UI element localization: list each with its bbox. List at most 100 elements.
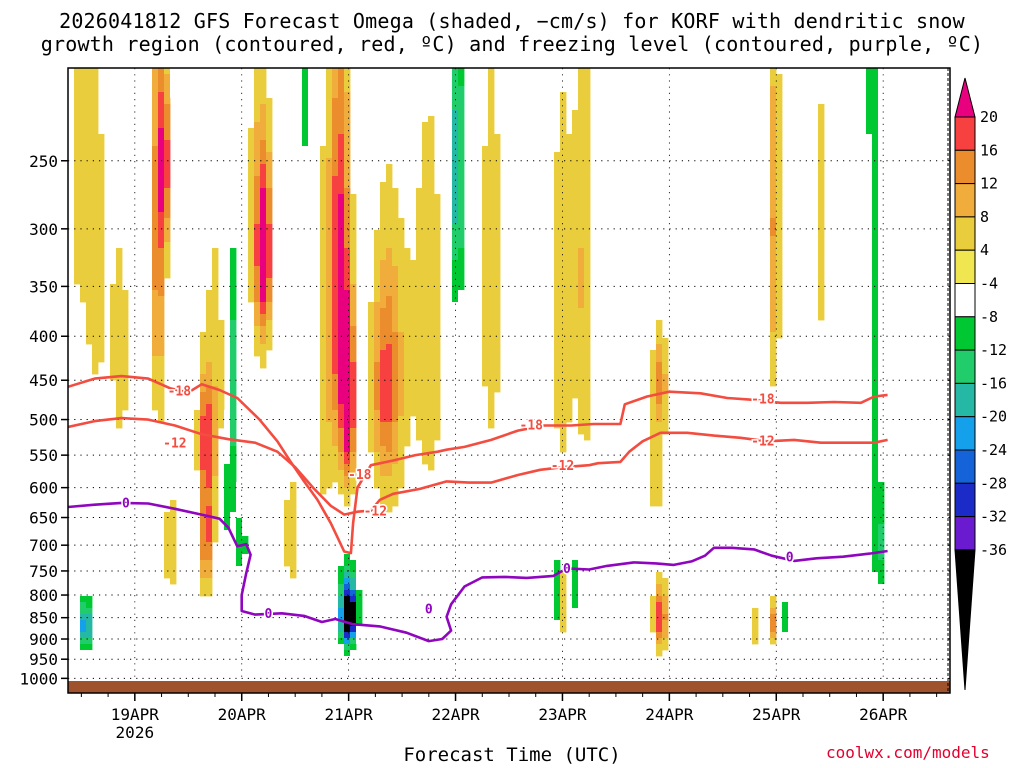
omega-cell xyxy=(584,134,591,141)
omega-cell xyxy=(584,320,591,327)
omega-cell xyxy=(344,260,351,267)
omega-cell xyxy=(668,134,675,141)
omega-cell xyxy=(266,272,273,279)
omega-cell xyxy=(164,140,171,147)
omega-cell xyxy=(98,176,105,183)
omega-cell xyxy=(302,182,309,189)
omega-cell xyxy=(386,200,393,207)
omega-cell xyxy=(560,314,567,321)
omega-cell xyxy=(260,224,267,231)
omega-cell xyxy=(230,374,237,381)
omega-cell xyxy=(212,350,219,357)
omega-cell xyxy=(584,380,591,387)
omega-cell xyxy=(770,380,777,387)
omega-cell xyxy=(554,356,561,363)
omega-cell xyxy=(560,290,567,297)
omega-cell xyxy=(692,80,699,87)
omega-cell xyxy=(584,74,591,81)
omega-cell xyxy=(164,170,171,177)
omega-cell xyxy=(302,152,309,159)
omega-cell xyxy=(368,392,375,399)
omega-cell xyxy=(872,494,879,501)
omega-cell xyxy=(872,110,879,117)
omega-cell xyxy=(530,230,537,237)
omega-cell xyxy=(248,146,255,153)
omega-cell xyxy=(482,266,489,273)
omega-cell xyxy=(290,518,297,525)
omega-cell xyxy=(302,320,309,327)
omega-cell xyxy=(344,440,351,447)
omega-cell xyxy=(428,284,435,291)
omega-cell xyxy=(758,536,765,543)
omega-cell xyxy=(236,566,243,573)
omega-cell xyxy=(578,170,585,177)
omega-cell xyxy=(332,200,339,207)
omega-cell xyxy=(320,464,327,471)
omega-cell xyxy=(230,224,237,231)
omega-cell xyxy=(242,584,249,591)
omega-cell xyxy=(206,380,213,387)
omega-cell xyxy=(554,530,561,537)
omega-cell xyxy=(332,374,339,381)
omega-cell xyxy=(434,398,441,405)
omega-cell xyxy=(230,452,237,459)
omega-cell xyxy=(458,146,465,153)
omega-cell xyxy=(572,218,579,225)
omega-cell xyxy=(398,368,405,375)
omega-cell xyxy=(572,386,579,393)
omega-cell xyxy=(872,350,879,357)
omega-cell xyxy=(386,350,393,357)
omega-cell xyxy=(392,440,399,447)
omega-cell xyxy=(428,404,435,411)
omega-cell xyxy=(356,620,363,627)
omega-cell xyxy=(332,596,339,603)
omega-cell xyxy=(380,452,387,459)
omega-cell xyxy=(350,398,357,405)
omega-cell xyxy=(494,206,501,213)
omega-cell xyxy=(428,134,435,141)
omega-cell xyxy=(482,374,489,381)
omega-cell xyxy=(488,410,495,417)
omega-cell xyxy=(80,104,87,111)
omega-cell xyxy=(662,338,669,345)
omega-cell xyxy=(416,362,423,369)
omega-cell xyxy=(578,182,585,189)
omega-cell xyxy=(380,332,387,339)
omega-cell xyxy=(134,422,141,429)
omega-cell xyxy=(86,248,93,255)
omega-cell xyxy=(482,230,489,237)
omega-cell xyxy=(404,338,411,345)
omega-cell xyxy=(266,242,273,249)
omega-cell xyxy=(566,152,573,159)
omega-cell xyxy=(74,128,81,135)
omega-cell xyxy=(254,260,261,267)
omega-cell xyxy=(536,86,543,93)
omega-cell xyxy=(308,314,315,321)
omega-cell xyxy=(872,284,879,291)
omega-cell xyxy=(398,350,405,357)
omega-cell xyxy=(584,308,591,315)
omega-cell xyxy=(266,296,273,303)
omega-cell xyxy=(80,152,87,159)
omega-cell xyxy=(158,242,165,249)
omega-cell xyxy=(302,236,309,243)
omega-cell xyxy=(818,116,825,123)
omega-cell xyxy=(158,182,165,189)
omega-cell xyxy=(92,314,99,321)
omega-cell xyxy=(266,314,273,321)
omega-cell xyxy=(428,164,435,171)
omega-cell xyxy=(488,260,495,267)
omega-cell xyxy=(74,614,81,621)
omega-cell xyxy=(578,290,585,297)
omega-cell xyxy=(284,524,291,531)
omega-cell xyxy=(338,248,345,255)
omega-cell xyxy=(872,92,879,99)
omega-cell xyxy=(302,116,309,123)
omega-cell xyxy=(320,290,327,297)
omega-cell xyxy=(266,122,273,129)
omega-cell xyxy=(560,194,567,201)
omega-cell xyxy=(452,254,459,261)
omega-cell xyxy=(326,386,333,393)
omega-cell xyxy=(878,206,885,213)
omega-cell xyxy=(134,476,141,483)
